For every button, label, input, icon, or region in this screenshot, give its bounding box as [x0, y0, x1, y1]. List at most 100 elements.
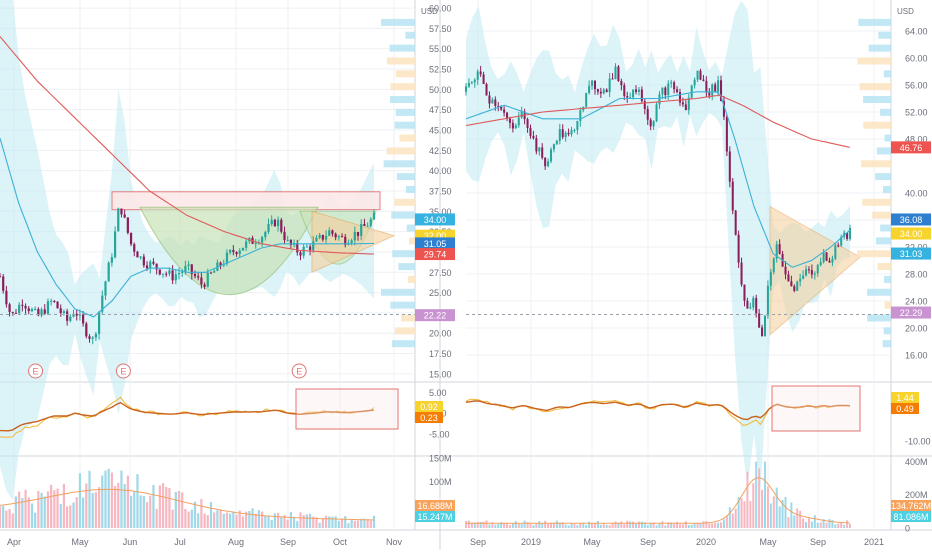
volume-bar	[261, 511, 264, 528]
candle-body	[34, 309, 37, 311]
volume-bar	[846, 520, 849, 528]
moving-average-slow	[0, 36, 375, 255]
volume-bar	[529, 523, 532, 528]
price-tick-label: 37.50	[429, 186, 452, 196]
volume-bar	[605, 524, 608, 528]
candle-body	[608, 78, 611, 93]
volume-bar	[549, 522, 553, 528]
volume-bar	[825, 522, 828, 528]
volume-bar	[725, 516, 728, 528]
volume-bar	[552, 522, 555, 528]
candle-body	[372, 212, 376, 220]
volume-bar	[347, 523, 350, 528]
volume-average-line	[466, 477, 851, 524]
volume-bar	[535, 523, 538, 528]
price-label-text: 22.29	[900, 308, 923, 318]
candle-body	[816, 264, 819, 274]
volume-profile-bar	[405, 185, 415, 193]
volume-bar	[225, 512, 229, 528]
volume-bar	[235, 514, 238, 528]
oscillator-highlight-box	[295, 388, 399, 430]
price-tick-label: 35.00	[429, 207, 452, 217]
moving-average-fast	[0, 137, 375, 318]
volume-tick-label: 200M	[905, 490, 928, 500]
volume-bar	[344, 516, 347, 528]
volume-bar	[37, 491, 40, 528]
volume-bar	[810, 521, 813, 528]
candle-body	[708, 92, 711, 96]
volume-tick-label: 0	[905, 524, 910, 534]
volume-bar	[372, 515, 376, 528]
candle-body	[190, 264, 193, 275]
candle-body	[784, 266, 787, 275]
price-label-text: 34.00	[424, 215, 447, 225]
volume-bar	[245, 511, 248, 528]
candle-body	[579, 110, 582, 121]
candle-body	[775, 244, 778, 259]
candle-body	[101, 295, 104, 312]
candle-body	[184, 265, 187, 272]
candle-body	[799, 278, 802, 282]
volume-bar	[72, 502, 75, 528]
candle-body	[476, 71, 479, 80]
volume-bar	[599, 524, 602, 528]
candle-body	[807, 269, 810, 271]
candle-body	[488, 95, 491, 104]
candle-body	[174, 274, 177, 281]
candle-body	[171, 270, 174, 281]
volume-bar	[813, 515, 816, 528]
candle-body	[500, 106, 503, 110]
candle-body	[289, 239, 292, 245]
triangle-pattern	[769, 205, 861, 336]
candle-body	[813, 273, 816, 275]
volume-profile-bar	[883, 185, 891, 193]
volume-bar	[696, 522, 699, 528]
volume-bar	[276, 512, 280, 528]
candle-body	[734, 210, 737, 235]
candle-body	[593, 80, 596, 90]
price-label-box	[891, 141, 931, 154]
candle-body	[97, 311, 101, 334]
x-tick-label: May	[583, 537, 601, 547]
volume-bar	[576, 525, 579, 528]
volume-profile-bar	[880, 224, 891, 232]
volume-tick-label: 400M	[905, 457, 928, 467]
volume-bar	[793, 515, 796, 528]
volume-profile-bar	[884, 134, 891, 142]
volume-bar	[567, 525, 570, 528]
candle-body	[315, 237, 318, 242]
volume-bar	[5, 510, 8, 528]
candle-body	[37, 309, 40, 316]
volume-bar	[257, 510, 261, 528]
volume-bar	[661, 521, 664, 528]
volume-bar	[360, 518, 363, 528]
volume-bar	[503, 522, 506, 528]
volume-profile-bar	[381, 18, 415, 26]
candle-body	[725, 116, 728, 152]
candle-body	[308, 246, 312, 251]
volume-bar	[582, 522, 585, 528]
volume-bar	[331, 516, 334, 528]
candle-body	[681, 102, 684, 105]
candle-body	[564, 132, 567, 138]
candle-body	[40, 309, 43, 316]
candle-body	[491, 99, 494, 104]
candle-body	[337, 236, 340, 238]
volume-bar	[187, 511, 190, 528]
candle-body	[684, 104, 687, 111]
candle-body	[485, 84, 488, 96]
candle-body	[110, 257, 113, 263]
candle-body	[743, 284, 746, 301]
candle-body	[479, 71, 482, 75]
candle-body	[517, 117, 520, 126]
price-tick-label: 40.00	[905, 189, 928, 199]
candle-body	[746, 300, 749, 309]
volume-profile-bar	[394, 327, 415, 335]
candle-body	[75, 313, 78, 316]
volume-profile-bar	[390, 83, 415, 91]
candle-body	[520, 111, 523, 118]
candle-body	[555, 140, 558, 145]
price-tick-label: 48.00	[905, 135, 928, 145]
volume-profile-bar	[863, 96, 891, 104]
candle-body	[14, 312, 18, 314]
